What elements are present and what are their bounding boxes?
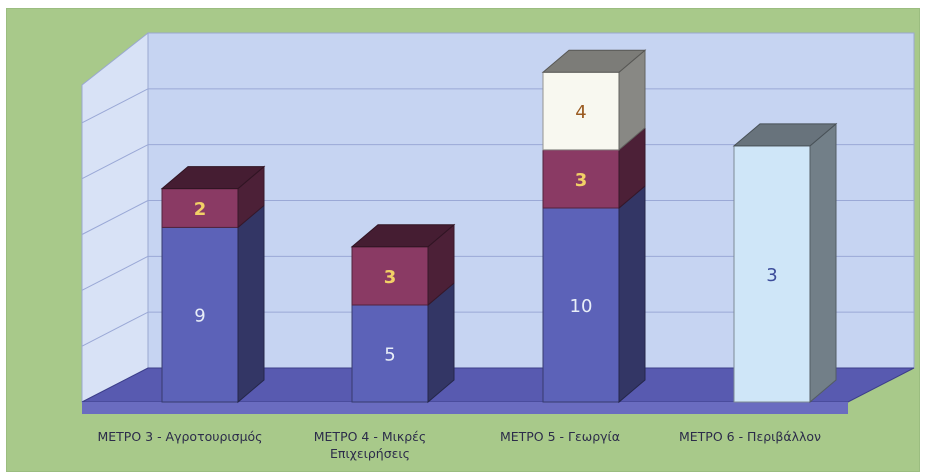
category-label: ΜΕΤΡΟ 6 - Περιβάλλον [679, 429, 821, 444]
category-label: ΜΕΤΡΟ 5 - Γεωργία [500, 429, 620, 444]
gridline-side [81, 311, 149, 347]
bar-segment-side [618, 184, 646, 404]
bar-segment [351, 304, 429, 403]
gridline-side [81, 88, 149, 124]
data-label: 10 [570, 296, 593, 317]
data-label: 3 [575, 170, 588, 191]
data-label: 3 [384, 267, 397, 288]
bar-segment [351, 246, 429, 306]
category-label: ΜΕΤΡΟ 3 - Αγροτουρισμός [97, 429, 262, 444]
bar-top [541, 49, 647, 73]
gridline-side [81, 144, 149, 180]
bar-segment-side [809, 122, 837, 404]
data-label: 3 [766, 265, 777, 286]
category-label: Επιχειρήσεις [330, 446, 410, 461]
floor-front-edge [82, 402, 848, 414]
gridline-side [81, 200, 149, 235]
data-label: 4 [575, 102, 586, 123]
bar-segment-side [237, 204, 265, 404]
data-label: 5 [384, 345, 395, 366]
data-label: 9 [194, 306, 205, 327]
bar-top [160, 166, 266, 190]
data-label: 2 [194, 199, 207, 220]
bar-segment [542, 71, 620, 151]
gridline-side [81, 255, 149, 291]
category-label: ΜΕΤΡΟ 4 - Μικρές [314, 429, 427, 444]
bar-top [350, 224, 456, 248]
bar-top [732, 123, 838, 147]
